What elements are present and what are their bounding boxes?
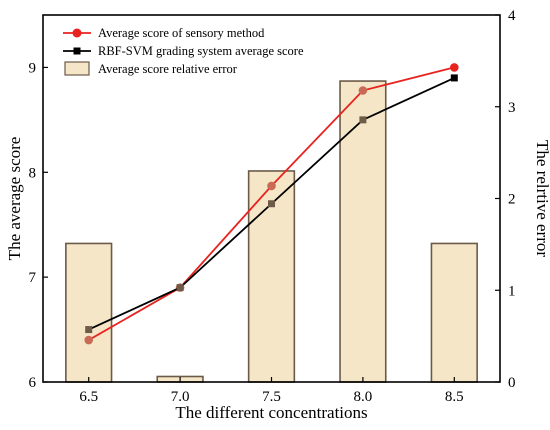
legend-sensory-marker <box>72 28 82 38</box>
y-right-tick-label: 4 <box>508 8 516 24</box>
legend-relative-error-swatch <box>64 61 90 76</box>
x-axis-label: The different concentrations <box>175 403 367 422</box>
y-right-tick-label: 3 <box>508 100 516 116</box>
y-axis-right-label: The relrtive error <box>533 140 550 257</box>
point-rbf-svm-7.5 <box>268 200 275 208</box>
point-sensory-8.0 <box>358 86 368 95</box>
legend-rbf-svm-label: RBF-SVM grading system average score <box>98 44 304 58</box>
bar-relative-error-7.5 <box>247 170 296 383</box>
y-right-tick-label: 2 <box>508 192 516 208</box>
y-axis-left-label: The average score <box>5 137 24 261</box>
x-tick-label: 7.5 <box>262 389 281 405</box>
x-tick-label: 8.0 <box>354 389 373 405</box>
bar-relative-error-8.0 <box>339 80 387 383</box>
bar-relative-error-6.5 <box>65 242 113 383</box>
legend-relative-error-label: Average score relative error <box>98 62 238 76</box>
point-rbf-svm-7.0 <box>176 284 184 292</box>
point-sensory-8.5 <box>450 63 459 72</box>
legend-item-sensory: Average score of sensory method <box>63 26 265 40</box>
ticks-layer: 6.5 7.0 7.5 8.0 8.5 6 7 8 9 0 1 2 3 4 <box>29 8 517 405</box>
lines-layer <box>84 63 459 345</box>
legend-rbf-svm-marker <box>73 47 81 55</box>
point-sensory-6.5 <box>84 335 93 345</box>
point-rbf-svm-8.5 <box>450 74 458 82</box>
y-left-tick-label: 7 <box>29 270 37 286</box>
legend-item-rbf-svm: RBF-SVM grading system average score <box>63 44 304 58</box>
y-left-tick-label: 6 <box>29 375 37 391</box>
bar-relative-error-8.5 <box>430 242 478 383</box>
point-rbf-svm-6.5 <box>85 326 93 334</box>
legend: Average score of sensory method RBF-SVM … <box>63 26 304 76</box>
bars-layer <box>65 80 478 383</box>
x-tick-label: 8.5 <box>445 389 464 405</box>
point-rbf-svm-8.0 <box>359 116 367 124</box>
y-left-tick-label: 8 <box>29 165 37 181</box>
x-tick-label: 6.5 <box>79 389 98 405</box>
legend-item-relative-error: Average score relative error <box>64 61 238 76</box>
y-right-tick-label: 1 <box>508 283 516 299</box>
y-left-tick-label: 9 <box>29 60 37 76</box>
legend-sensory-label: Average score of sensory method <box>98 26 265 40</box>
x-tick-label: 7.0 <box>171 389 190 405</box>
y-right-tick-label: 0 <box>508 375 516 391</box>
point-sensory-7.5 <box>267 181 276 191</box>
